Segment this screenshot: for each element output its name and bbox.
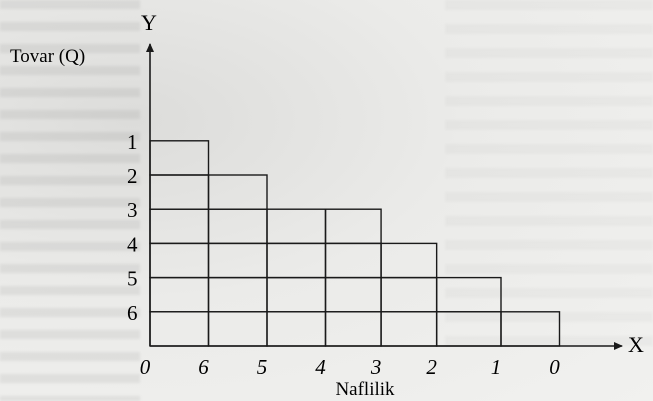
bar-unit-cell: [207, 276, 268, 313]
x-tick-label: 0: [140, 355, 151, 379]
x-axis-letter: X: [628, 332, 644, 357]
bar-unit-cell: [266, 208, 327, 245]
y-tick-labels: 1 2 3 4 5 6: [127, 130, 138, 325]
y-tick-label: 2: [127, 164, 138, 188]
bar-unit-cell: [207, 311, 268, 347]
x-tick-label: 0: [549, 355, 560, 379]
bar-unit-cell: [380, 276, 438, 313]
bar-unit-cell: [435, 276, 502, 313]
bar-unit-cell: [207, 242, 268, 279]
bar-unit-cell: [149, 140, 210, 176]
bar-unit-cell: [149, 242, 210, 279]
bar-unit-cell: [500, 311, 561, 347]
bar-unit-cell: [149, 276, 210, 313]
bar-unit-cell: [207, 208, 268, 245]
x-tick-label: 5: [257, 355, 268, 379]
bar-unit-cell: [380, 242, 438, 279]
bar-unit-cell: [266, 276, 327, 313]
bar-unit-cell: [266, 311, 327, 347]
y-axis-letter: Y: [141, 10, 157, 35]
step-bar: [380, 242, 438, 347]
text-bleed-left: [0, 0, 140, 401]
y-tick-label: 5: [127, 267, 138, 291]
x-tick-label: 2: [426, 355, 437, 379]
step-bar: [149, 140, 210, 347]
step-bar: [435, 276, 502, 347]
bar-unit-cell: [207, 174, 268, 210]
bar-unit-cell: [324, 208, 382, 245]
bar-unit-cell: [435, 311, 502, 347]
step-bar: [324, 208, 382, 347]
bar-unit-cell: [380, 311, 438, 347]
x-axis-title: Naflilik: [335, 379, 395, 400]
step-bar: [207, 174, 268, 347]
x-tick-label: 4: [315, 355, 326, 379]
bar-unit-cell: [324, 242, 382, 279]
step-bar: [500, 311, 561, 347]
x-tick-label: 6: [198, 355, 209, 379]
bar-unit-cell: [324, 311, 382, 347]
bar-unit-cell: [149, 311, 210, 347]
bar-unit-cell: [149, 174, 210, 210]
y-tick-label: 3: [127, 198, 138, 222]
y-tick-label: 4: [127, 232, 138, 256]
x-tick-label: 3: [370, 355, 382, 379]
y-tick-label: 1: [127, 130, 138, 154]
y-tick-label: 6: [127, 301, 138, 325]
step-bar: [266, 208, 327, 347]
x-tick-labels: 0 6 5 4 3 2 1 0: [140, 355, 561, 379]
x-tick-label: 1: [491, 355, 502, 379]
bar-unit-cell: [149, 208, 210, 245]
bars-layer: [149, 140, 561, 347]
text-bleed-right: [445, 0, 653, 360]
bar-unit-cell: [266, 242, 327, 279]
bar-unit-cell: [324, 276, 382, 313]
y-axis-title: Tovar (Q): [10, 46, 85, 67]
